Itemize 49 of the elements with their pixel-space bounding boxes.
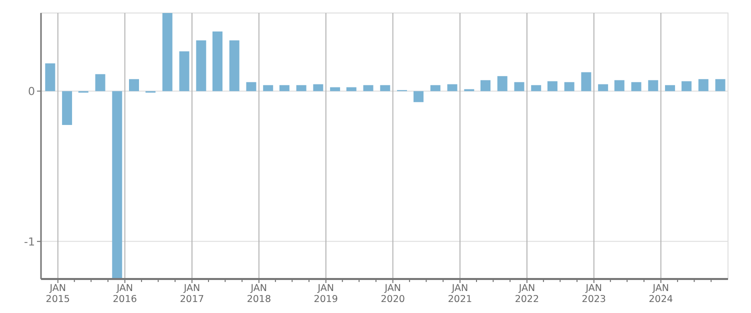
x-tick-label: JAN 2022 — [514, 283, 540, 305]
x-tick-label: JAN 2024 — [648, 283, 673, 305]
bar — [514, 82, 524, 92]
x-tick-label: JAN 2017 — [180, 283, 204, 305]
bar — [430, 85, 440, 92]
bar — [263, 85, 274, 92]
bar — [313, 84, 324, 92]
bar — [665, 85, 676, 92]
bar — [196, 40, 206, 92]
x-tick-label: JAN 2016 — [112, 283, 137, 305]
bar — [614, 80, 624, 92]
bar — [346, 87, 356, 92]
y-tick-label: 0 — [28, 84, 35, 98]
bar — [497, 76, 508, 92]
bar — [279, 85, 290, 92]
bar — [129, 79, 140, 92]
x-tick-label: JAN 2021 — [448, 283, 472, 305]
bar — [62, 91, 72, 125]
bar — [547, 81, 558, 92]
bar — [162, 13, 172, 92]
bar — [330, 87, 340, 92]
bar — [246, 82, 256, 92]
bar — [296, 85, 306, 92]
bar — [715, 79, 726, 92]
bar — [698, 79, 708, 92]
bar — [581, 72, 592, 92]
bar — [598, 84, 608, 92]
bar — [682, 81, 692, 92]
bar — [95, 74, 106, 92]
x-tick-label: JAN 2020 — [380, 283, 405, 305]
bar — [229, 40, 240, 92]
bar — [447, 84, 458, 92]
bar — [564, 82, 574, 92]
x-tick-label: JAN 2018 — [246, 283, 272, 305]
bar — [45, 63, 56, 92]
bar — [179, 51, 190, 92]
x-tick-label: JAN 2015 — [46, 283, 70, 305]
x-tick-label: JAN 2023 — [582, 283, 606, 305]
bar — [112, 91, 122, 279]
bar — [480, 80, 490, 92]
bar — [212, 31, 222, 92]
bar — [631, 82, 642, 92]
bar — [380, 85, 390, 92]
y-tick-label: -1 — [24, 235, 35, 248]
bar — [648, 80, 658, 92]
bar — [531, 85, 542, 92]
x-tick-label: JAN 2019 — [314, 283, 338, 305]
bar — [414, 91, 424, 102]
bar — [363, 85, 374, 92]
